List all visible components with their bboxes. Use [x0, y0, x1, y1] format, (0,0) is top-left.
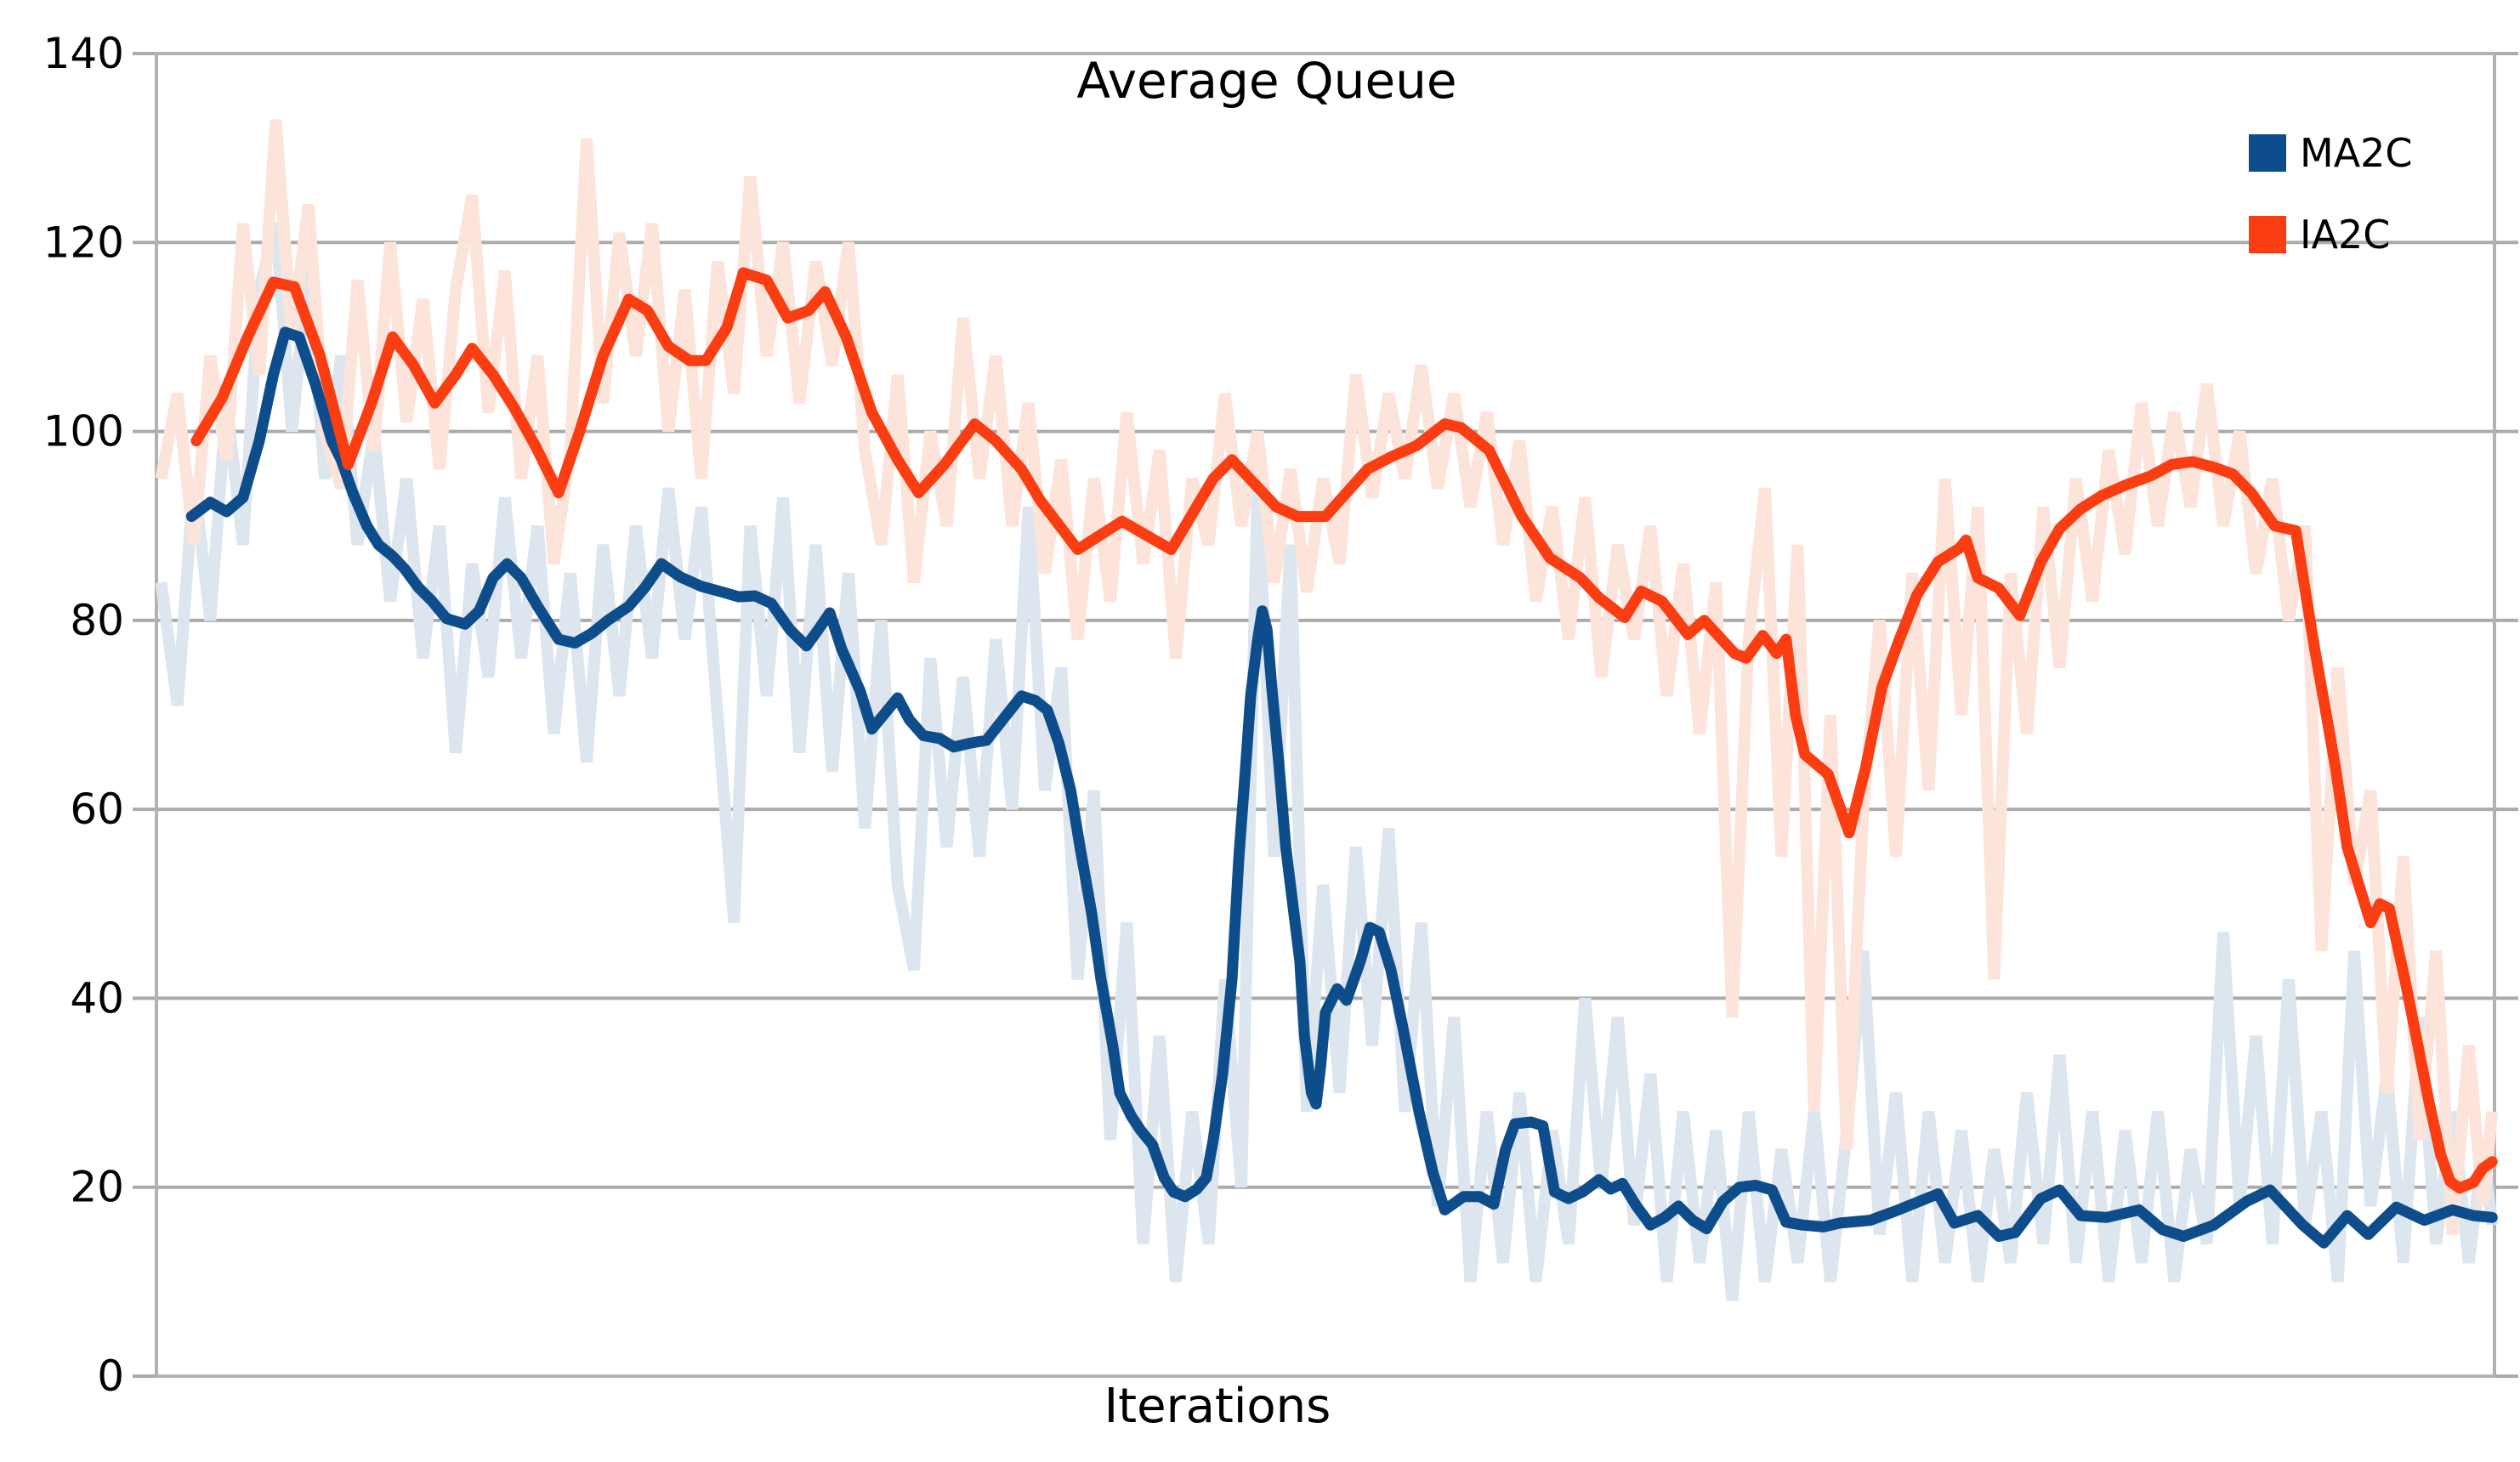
- ia2c-line: [190, 267, 2498, 1194]
- ma2c-line: [185, 326, 2498, 1249]
- ma2c-color-swatch-icon: [2249, 134, 2286, 172]
- legend-label-ia2c: IA2C: [2300, 212, 2391, 258]
- legend: MA2C IA2C: [2249, 130, 2413, 258]
- y-tick-label-60: 60: [70, 785, 124, 834]
- plot-border: [155, 52, 2496, 1378]
- y-tick-label-140: 140: [43, 29, 124, 78]
- x-axis-label: Iterations: [1104, 1379, 1331, 1434]
- y-tick-label-20: 20: [70, 1163, 124, 1212]
- y-tick-label-100: 100: [43, 407, 124, 456]
- legend-item-ma2c: MA2C: [2249, 130, 2413, 176]
- y-tick-label-120: 120: [43, 218, 124, 267]
- chart-title: Average Queue: [1076, 52, 1457, 110]
- y-tick-label-80: 80: [70, 596, 124, 645]
- y-tick-label-0: 0: [97, 1352, 124, 1401]
- ia2c-color-swatch-icon: [2249, 216, 2286, 253]
- legend-label-ma2c: MA2C: [2300, 130, 2413, 176]
- y-tick-label-40: 40: [70, 973, 124, 1023]
- legend-item-ia2c: IA2C: [2249, 212, 2413, 258]
- ia2c-raw-line: [155, 119, 2499, 1235]
